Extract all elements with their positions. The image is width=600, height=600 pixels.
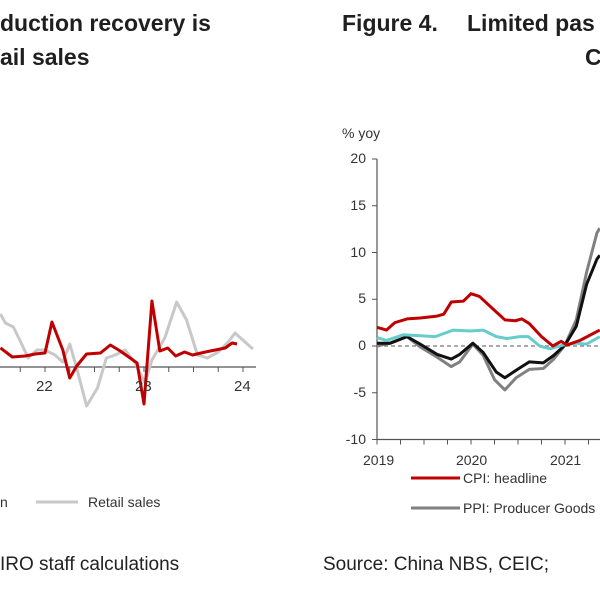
right-source-note: Source: China NBS, CEIC; xyxy=(323,554,549,575)
y-tick-label: -5 xyxy=(353,383,366,400)
y-tick-label: 10 xyxy=(350,243,366,260)
x-tick-label: 2020 xyxy=(456,452,488,468)
series-line-2 xyxy=(377,254,600,380)
series-line-3 xyxy=(376,227,600,392)
right-figure-title-line2: C xyxy=(585,44,600,70)
right-chart xyxy=(372,158,600,445)
x-tick-label: 2019 xyxy=(363,452,395,468)
x-tick-label: 22 xyxy=(36,378,53,395)
right-figure-title-line1: Limited pas xyxy=(467,10,595,36)
legend-label-ppi: PPI: Producer Goods xyxy=(463,500,596,516)
series-line-0 xyxy=(376,292,600,348)
left-source-note: IRO staff calculations xyxy=(0,554,180,575)
y-axis-label: % yoy xyxy=(342,125,381,141)
y-tick-label: 20 xyxy=(350,150,366,166)
y-tick-label: -10 xyxy=(345,430,366,447)
series-line-n xyxy=(0,299,238,406)
legend-label-partial: n xyxy=(0,494,8,510)
x-tick-label: 2021 xyxy=(550,452,582,468)
right-figure-label: Figure 4. xyxy=(342,10,438,36)
legend-label-retail-sales: Retail sales xyxy=(88,494,161,510)
left-figure-title-line1: duction recovery is xyxy=(0,10,211,36)
x-tick-label: 23 xyxy=(135,378,152,395)
x-tick-label: 24 xyxy=(234,378,251,395)
legend-label-cpi: CPI: headline xyxy=(463,470,548,486)
left-chart xyxy=(0,299,256,408)
series-line-retail-sales xyxy=(0,300,254,408)
y-tick-label: 0 xyxy=(358,337,366,353)
left-figure-title-line2: ail sales xyxy=(0,44,90,70)
y-tick-label: 5 xyxy=(358,290,366,307)
y-tick-label: 15 xyxy=(350,196,366,213)
